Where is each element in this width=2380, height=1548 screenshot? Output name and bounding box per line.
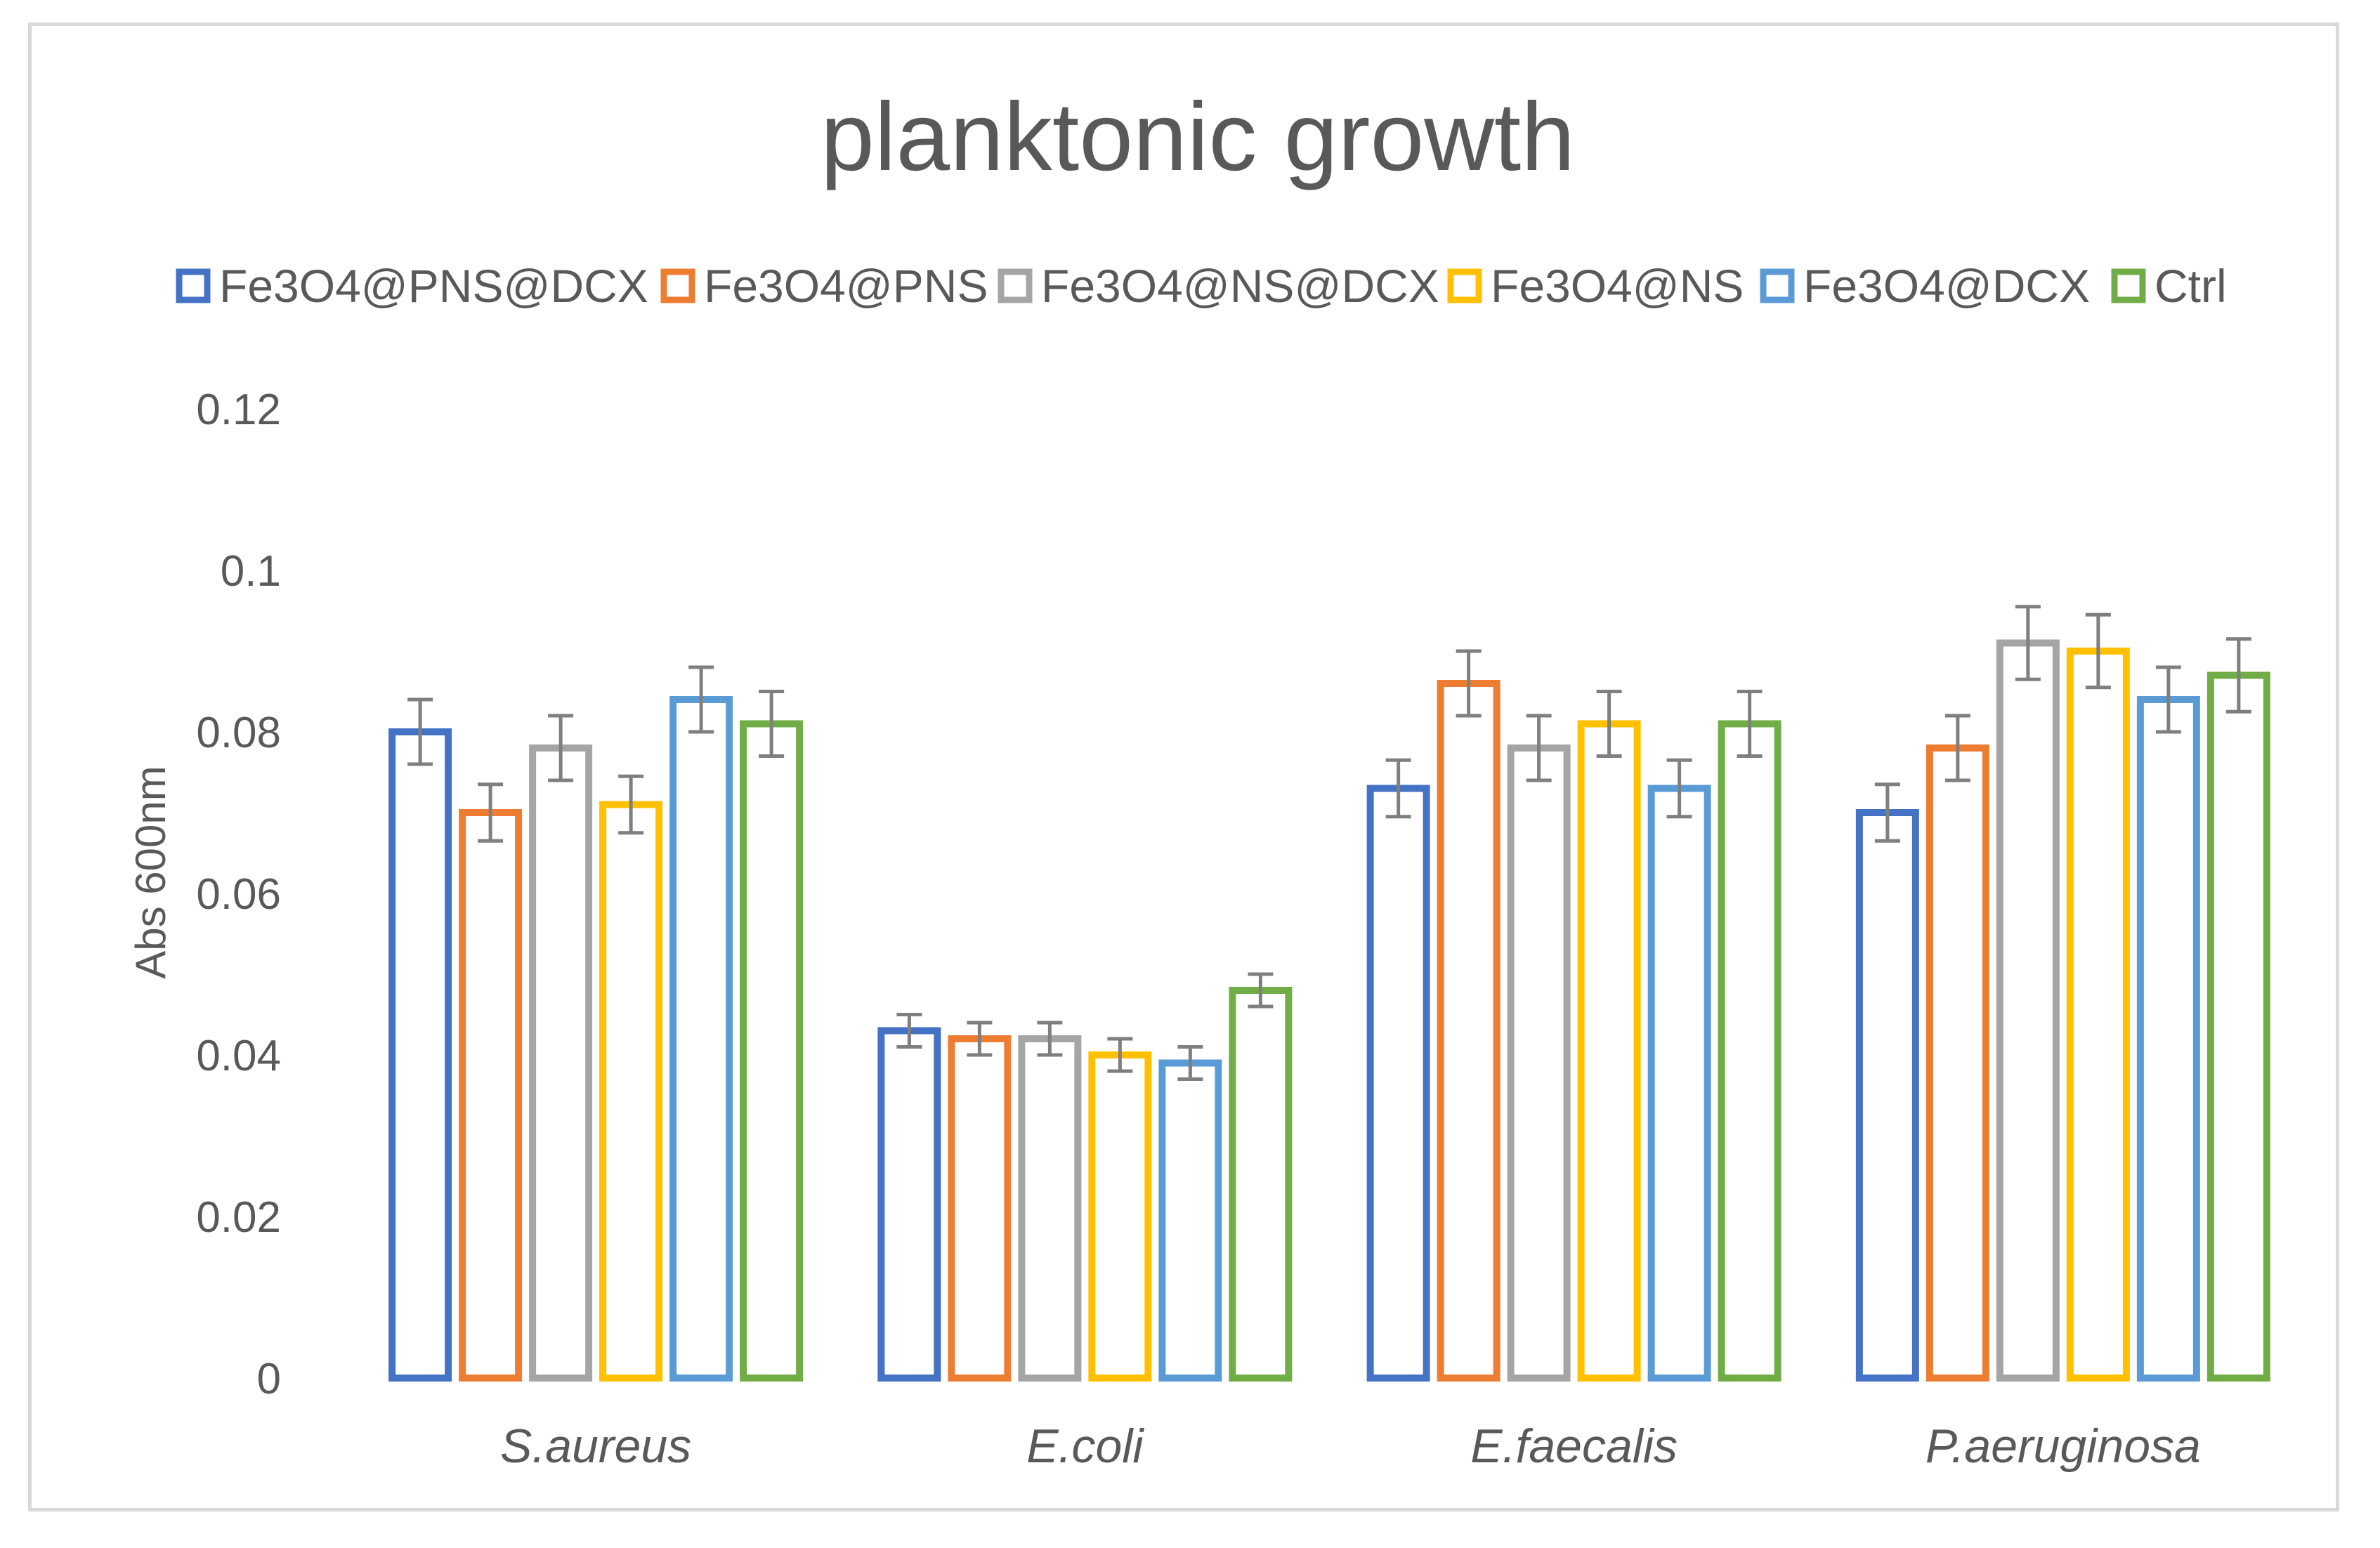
- legend-label: Fe3O4@NS@DCX: [1041, 260, 1439, 312]
- y-tick-label: 0.12: [196, 386, 281, 434]
- legend-swatch: [176, 268, 211, 303]
- y-tick-label: 0.04: [196, 1032, 281, 1080]
- error-bar: [759, 690, 785, 758]
- error-bar: [2085, 612, 2111, 690]
- bar: [669, 696, 733, 1382]
- error-bar: [1177, 1045, 1203, 1081]
- error-bar: [688, 665, 714, 734]
- bar: [1718, 720, 1781, 1382]
- error-bar: [1596, 690, 1622, 758]
- bar: [1229, 987, 1293, 1382]
- bar-chart: planktonic growth Fe3O4@PNS@DCX Fe3O4@PNS…: [127, 83, 2270, 1473]
- bar: [388, 728, 452, 1382]
- legend-swatch: [660, 268, 695, 303]
- y-axis: 0 0.02 0.04 0.06 0.08 0.1 0.12: [196, 386, 281, 1403]
- error-bar: [1737, 690, 1763, 758]
- legend-label: Ctrl: [2155, 260, 2227, 312]
- bar: [1855, 809, 1919, 1382]
- y-tick-label: 0: [257, 1355, 281, 1403]
- bar: [2066, 648, 2130, 1382]
- y-tick-label: 0.02: [196, 1193, 281, 1242]
- legend-item: Fe3O4@NS: [1447, 260, 1744, 312]
- legend-swatch: [2111, 268, 2146, 303]
- error-bar: [1944, 714, 1970, 782]
- error-bar: [1526, 714, 1552, 782]
- legend-item: Fe3O4@PNS: [660, 260, 988, 312]
- error-bar: [407, 697, 433, 766]
- error-bar: [1037, 1021, 1063, 1057]
- error-bar: [1666, 758, 1692, 819]
- bar: [459, 809, 523, 1382]
- bar: [948, 1035, 1012, 1382]
- bar: [877, 1027, 941, 1382]
- x-tick-label: S.aureus: [500, 1419, 691, 1473]
- error-bar: [1385, 758, 1411, 819]
- legend-item: Ctrl: [2111, 260, 2227, 312]
- legend-item: Fe3O4@DCX: [1760, 260, 2090, 312]
- error-bar: [478, 782, 504, 843]
- legend-item: Fe3O4@PNS@DCX: [176, 260, 648, 312]
- x-tick-label: E.coli: [1026, 1419, 1144, 1473]
- error-bar: [548, 714, 574, 782]
- legend: Fe3O4@PNS@DCX Fe3O4@PNS Fe3O4@NS@DCX Fe3O4@…: [176, 260, 2227, 312]
- error-bar: [896, 1013, 922, 1049]
- error-bar: [1248, 972, 1274, 1009]
- legend-swatch: [1760, 268, 1795, 303]
- chart-title: planktonic growth: [820, 83, 1575, 191]
- legend-label: Fe3O4@DCX: [1803, 260, 2090, 312]
- bar: [1577, 720, 1641, 1382]
- legend-item: Fe3O4@NS@DCX: [998, 260, 1439, 312]
- y-tick-label: 0.1: [221, 547, 281, 596]
- y-tick-label: 0.08: [196, 709, 281, 757]
- bar: [529, 745, 593, 1382]
- bar: [599, 801, 663, 1382]
- legend-swatch: [998, 268, 1033, 303]
- bar: [1437, 680, 1500, 1382]
- bar: [1647, 785, 1711, 1382]
- bar: [1507, 745, 1571, 1382]
- bar: [1088, 1051, 1152, 1382]
- error-bar: [2155, 665, 2181, 734]
- bars: [388, 605, 2270, 1382]
- error-bar: [1874, 782, 1900, 843]
- y-tick-label: 0.06: [196, 870, 281, 919]
- bar: [1158, 1059, 1222, 1382]
- chart-frame: planktonic growth Fe3O4@PNS@DCX Fe3O4@PNS…: [28, 22, 2339, 1511]
- bar: [1366, 785, 1430, 1382]
- bar: [1925, 745, 1989, 1382]
- x-tick-label: E.faecalis: [1470, 1419, 1678, 1473]
- error-bar: [2225, 637, 2251, 714]
- x-tick-label: P.aeruginosa: [1925, 1419, 2201, 1473]
- error-bar: [618, 774, 644, 835]
- bar: [1018, 1035, 1082, 1382]
- error-bar: [1456, 649, 1482, 718]
- legend-label: Fe3O4@PNS@DCX: [219, 260, 648, 312]
- bar: [1996, 639, 2060, 1382]
- bar: [2206, 671, 2270, 1382]
- bar: [2136, 696, 2200, 1382]
- bar: [740, 720, 804, 1382]
- error-bar: [967, 1021, 993, 1057]
- error-bar: [1107, 1037, 1133, 1073]
- legend-label: Fe3O4@PNS: [704, 260, 988, 312]
- y-axis-title: Abs 600nm: [127, 766, 174, 979]
- error-bar: [2015, 605, 2041, 681]
- legend-swatch: [1447, 268, 1482, 303]
- x-axis: S.aureus E.coli E.faecalis P.aeruginosa: [500, 1419, 2201, 1473]
- legend-label: Fe3O4@NS: [1491, 260, 1744, 312]
